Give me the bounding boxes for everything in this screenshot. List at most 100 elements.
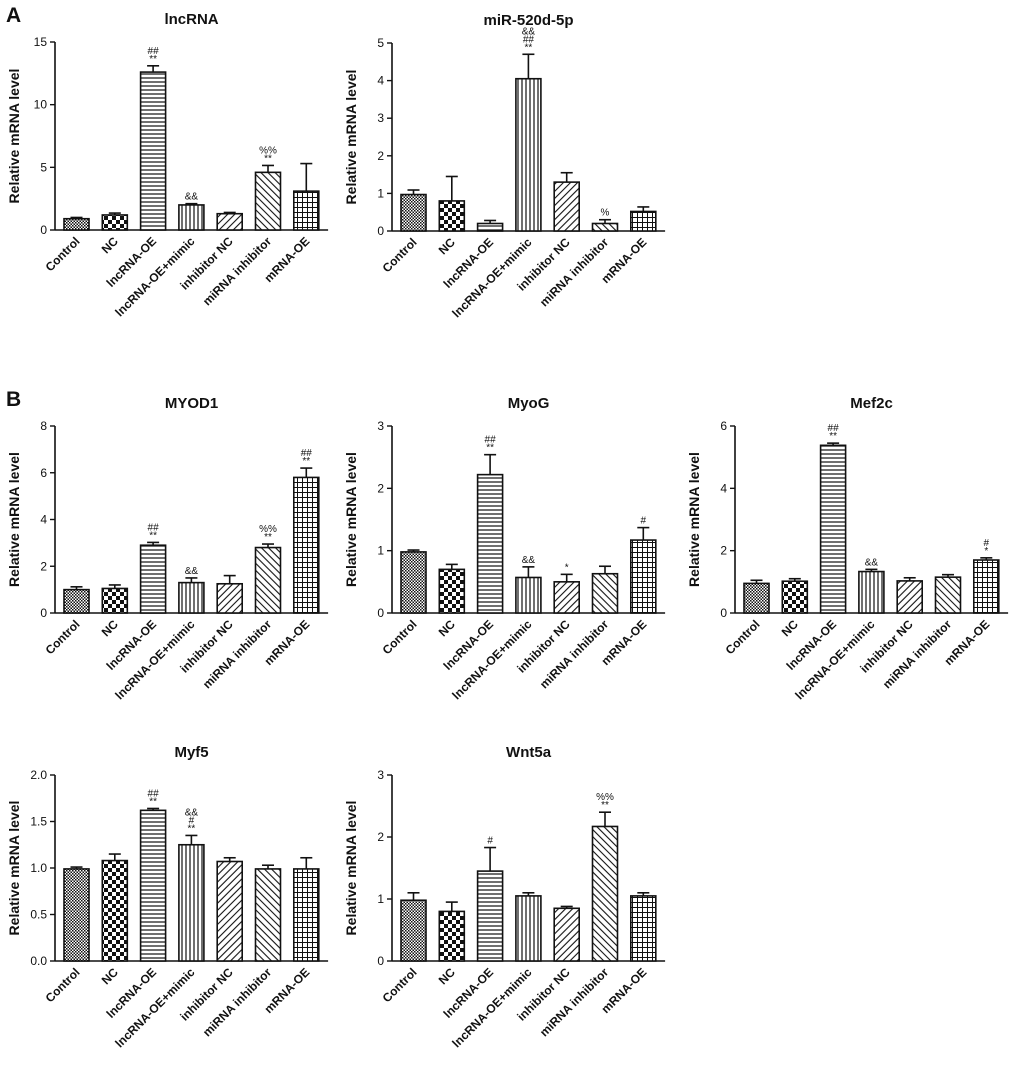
chart-title: miR-520d-5p — [484, 12, 574, 29]
significance-marker: * — [565, 562, 569, 573]
bar-inhibitor-nc — [216, 212, 243, 231]
y-tick-label: 2 — [40, 559, 47, 573]
bar-nc — [438, 568, 466, 614]
significance-marker: ** — [149, 54, 157, 65]
significance-marker: ** — [525, 42, 533, 53]
chart-title: Wnt5a — [506, 744, 552, 761]
bar-inhibitor-nc — [553, 907, 581, 962]
bar-mrna-oe — [629, 895, 657, 962]
significance-marker: && — [522, 26, 536, 37]
y-tick-label: 0 — [377, 224, 384, 238]
significance-marker: %% — [259, 524, 277, 535]
y-tick-label: 1.5 — [30, 815, 47, 829]
y-tick-label: 8 — [40, 419, 47, 433]
chart-title: lncRNA — [164, 11, 218, 28]
significance-marker: # — [641, 516, 647, 527]
chart-title: Myf5 — [174, 744, 208, 761]
bar-mirna-inhibitor — [591, 572, 619, 614]
y-tick-label: 4 — [40, 513, 47, 527]
significance-marker: # — [984, 538, 990, 549]
bar-mrna-oe — [292, 476, 320, 614]
y-tick-label: 1 — [377, 544, 384, 558]
y-tick-label: 2 — [377, 149, 384, 163]
bar-lncrna-oe-mimic — [178, 581, 205, 614]
bar-mrna-oe — [292, 868, 320, 962]
x-tick-label-nc: NC — [779, 617, 801, 639]
x-tick-label-mirna-inhibitor: miRNA inhibitor — [200, 965, 274, 1039]
significance-marker: ** — [149, 796, 157, 807]
bar-lncrna-oe — [139, 809, 167, 962]
significance-marker: ## — [148, 788, 160, 799]
bar-control — [400, 193, 427, 232]
y-tick-label: 0 — [40, 223, 47, 237]
bar-mirna-inhibitor — [254, 868, 282, 962]
significance-marker: %% — [259, 145, 277, 156]
chart-title: Mef2c — [850, 395, 893, 412]
y-tick-label: 5 — [40, 160, 47, 174]
y-tick-label: 6 — [40, 466, 47, 480]
bar-nc — [101, 859, 129, 962]
x-tick-label-nc: NC — [436, 235, 458, 257]
y-tick-label: 0.5 — [30, 908, 47, 922]
y-axis-label: Relative mRNA level — [6, 801, 22, 936]
bar-inhibitor-nc — [216, 860, 243, 962]
x-tick-label-mirna-inhibitor: miRNA inhibitor — [200, 617, 274, 691]
significance-marker: ** — [149, 530, 157, 541]
y-axis-label: Relative mRNA level — [343, 70, 359, 205]
significance-marker: ** — [829, 431, 837, 442]
bar-lncrna-oe — [139, 71, 167, 231]
x-tick-label-nc: NC — [99, 617, 121, 639]
chart-title: MYOD1 — [165, 395, 218, 412]
y-axis-label: Relative mRNA level — [6, 452, 22, 587]
significance-marker: ## — [301, 448, 313, 459]
x-tick-label-control: Control — [43, 234, 83, 274]
y-tick-label: 1.0 — [30, 861, 47, 875]
bar-inhibitor-nc — [553, 181, 581, 232]
y-tick-label: 0 — [377, 954, 384, 968]
y-tick-label: 2 — [720, 544, 727, 558]
significance-marker: # — [189, 815, 195, 826]
chart-mir-520d-5p: miR-520d-5p Relative mRNA level 0 1 2 3 4 5 Cont… — [343, 12, 666, 320]
y-tick-label: 2.0 — [30, 768, 47, 782]
bar-lncrna-oe-mimic — [515, 77, 542, 232]
y-tick-label: 10 — [34, 98, 48, 112]
bar-control — [400, 899, 427, 962]
bar-mirna-inhibitor — [254, 546, 282, 614]
y-tick-label: 2 — [377, 481, 384, 495]
x-tick-label-mirna-inhibitor: miRNA inhibitor — [880, 617, 954, 691]
significance-marker: ## — [148, 46, 160, 57]
bar-mirna-inhibitor — [591, 825, 619, 962]
y-tick-label: 3 — [377, 419, 384, 433]
bar-nc — [101, 587, 129, 614]
significance-marker: && — [522, 555, 536, 566]
significance-marker: * — [984, 546, 988, 557]
x-tick-label-nc: NC — [99, 234, 121, 256]
y-tick-label: 3 — [377, 768, 384, 782]
bar-lncrna-oe-mimic — [178, 204, 205, 231]
y-tick-label: 0 — [377, 606, 384, 620]
x-tick-label-control: Control — [723, 617, 763, 657]
significance-marker: && — [185, 807, 199, 818]
bar-lncrna-oe — [139, 544, 167, 614]
y-axis-label: Relative mRNA level — [343, 452, 359, 587]
y-tick-label: 3 — [377, 111, 384, 125]
significance-marker: && — [865, 557, 879, 568]
y-tick-label: 0 — [40, 606, 47, 620]
bar-control — [743, 582, 770, 614]
x-tick-label-nc: NC — [436, 965, 458, 987]
y-tick-label: 1 — [377, 892, 384, 906]
bar-control — [63, 588, 90, 614]
significance-marker: ** — [601, 800, 609, 811]
bar-mirna-inhibitor — [934, 576, 962, 614]
bar-mrna-oe — [972, 559, 1000, 614]
x-tick-label-mirna-inhibitor: miRNA inhibitor — [537, 617, 611, 691]
bar-lncrna-oe-mimic — [178, 843, 205, 962]
bar-mrna-oe — [629, 210, 657, 232]
x-tick-label-nc: NC — [99, 965, 121, 987]
bar-mirna-inhibitor — [254, 171, 282, 231]
significance-marker: % — [601, 208, 610, 219]
